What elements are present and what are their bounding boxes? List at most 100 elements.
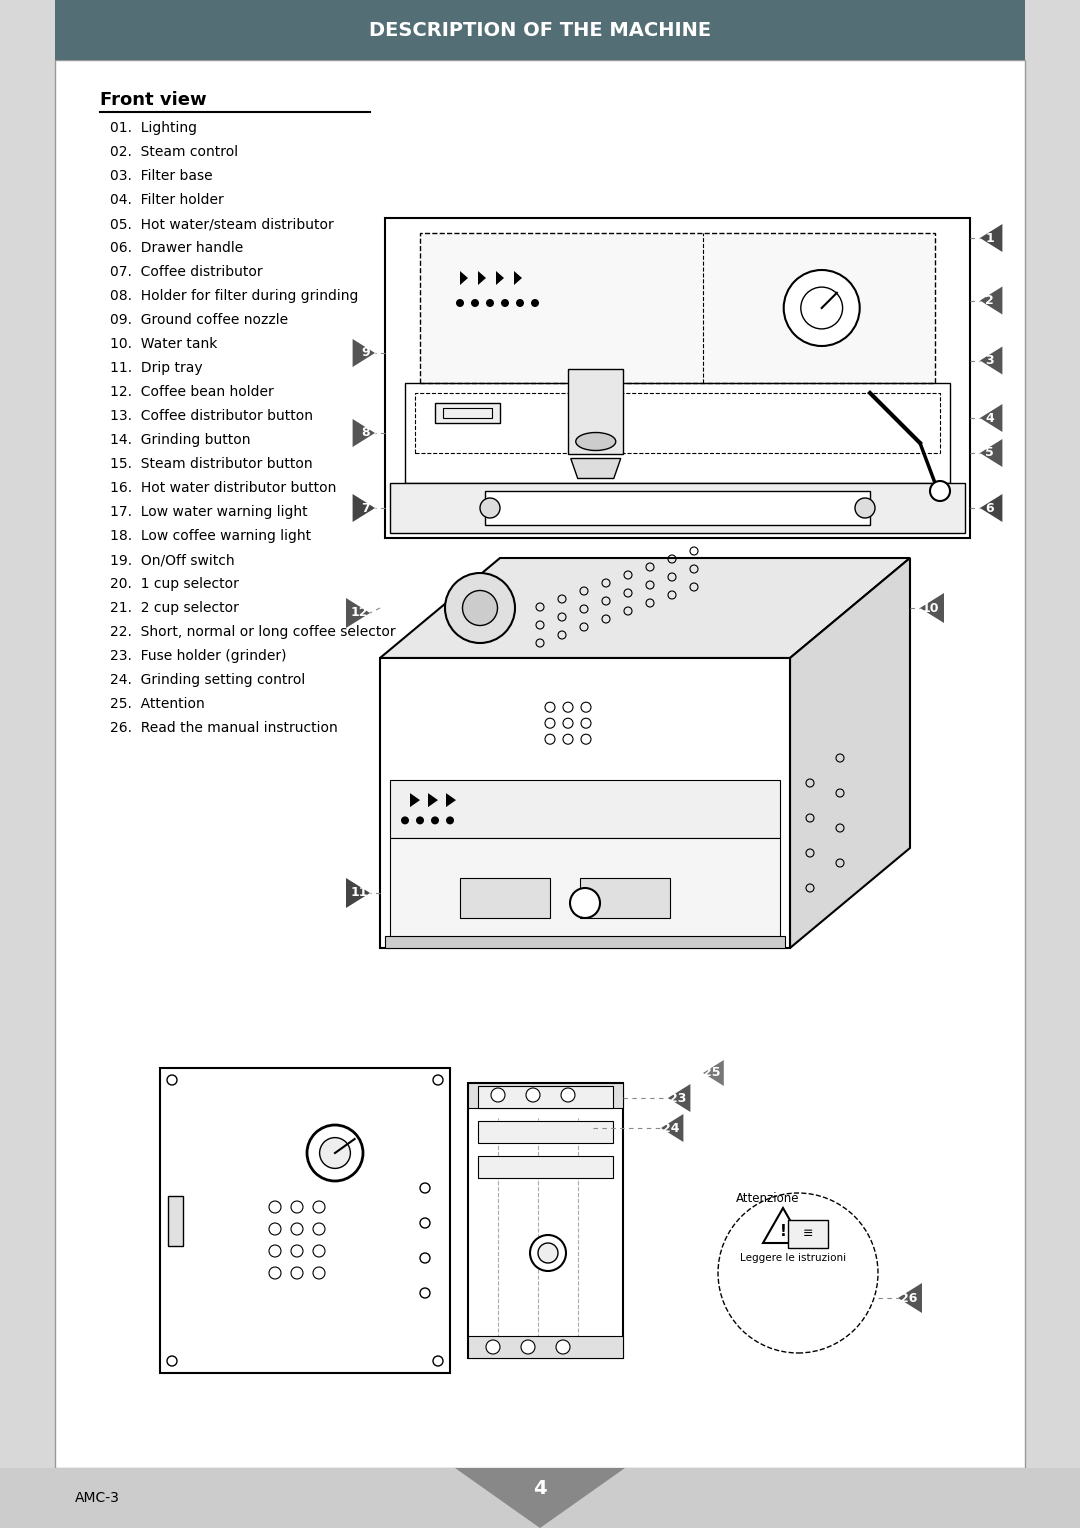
Bar <box>0 1468 1080 1528</box>
Circle shape <box>486 1340 500 1354</box>
Polygon shape <box>352 419 375 448</box>
Text: 26: 26 <box>900 1291 917 1305</box>
Text: AMC-3: AMC-3 <box>75 1491 120 1505</box>
Polygon shape <box>514 270 522 286</box>
Circle shape <box>446 816 454 825</box>
Circle shape <box>531 299 539 307</box>
Circle shape <box>930 481 950 501</box>
Text: 11: 11 <box>351 886 368 900</box>
Text: 6: 6 <box>985 501 994 515</box>
Circle shape <box>307 1125 363 1181</box>
Bar <box>468 1335 623 1358</box>
Bar <box>788 1219 828 1248</box>
Text: 3: 3 <box>985 354 994 367</box>
Text: !: ! <box>780 1224 786 1239</box>
Circle shape <box>456 299 464 307</box>
Polygon shape <box>428 793 438 807</box>
Ellipse shape <box>576 432 616 451</box>
Text: 18.  Low coffee warning light: 18. Low coffee warning light <box>110 529 311 542</box>
Polygon shape <box>496 270 504 286</box>
Text: 12.  Coffee bean holder: 12. Coffee bean holder <box>110 385 273 399</box>
Bar <box>390 837 780 938</box>
Polygon shape <box>980 287 1002 315</box>
Text: 7: 7 <box>361 501 369 515</box>
Bar <box>55 60 1025 1468</box>
Text: 22.  Short, normal or long coffee selector: 22. Short, normal or long coffee selecto… <box>110 625 395 639</box>
Text: DESCRIPTION OF THE MACHINE: DESCRIPTION OF THE MACHINE <box>369 20 711 40</box>
Text: 14.  Grinding button: 14. Grinding button <box>110 432 251 448</box>
Bar <box>420 232 935 384</box>
Text: 09.  Ground coffee nozzle: 09. Ground coffee nozzle <box>110 313 288 327</box>
Bar <box>380 659 789 947</box>
Polygon shape <box>980 439 1002 468</box>
Text: 25.  Attention: 25. Attention <box>110 697 205 711</box>
Polygon shape <box>980 494 1002 523</box>
Bar <box>384 937 785 947</box>
Text: 5: 5 <box>985 446 995 460</box>
Bar <box>580 879 670 918</box>
Circle shape <box>486 299 494 307</box>
Circle shape <box>167 1076 177 1085</box>
Polygon shape <box>669 1083 690 1112</box>
Text: Attenzione: Attenzione <box>737 1192 800 1204</box>
Circle shape <box>480 498 500 518</box>
Text: 2: 2 <box>985 293 995 307</box>
Bar <box>568 368 623 454</box>
Circle shape <box>538 1242 558 1264</box>
Circle shape <box>433 1355 443 1366</box>
Polygon shape <box>703 1060 724 1086</box>
Polygon shape <box>410 793 420 807</box>
Circle shape <box>431 816 438 825</box>
Text: 05.  Hot water/steam distributor: 05. Hot water/steam distributor <box>110 217 334 231</box>
Text: 07.  Coffee distributor: 07. Coffee distributor <box>110 264 262 280</box>
Text: 11.  Drip tray: 11. Drip tray <box>110 361 203 374</box>
Text: 9: 9 <box>361 347 369 359</box>
Text: Leggere le istruzioni: Leggere le istruzioni <box>740 1253 846 1264</box>
Circle shape <box>521 1340 535 1354</box>
Polygon shape <box>352 494 375 523</box>
Text: 4: 4 <box>534 1479 546 1499</box>
Circle shape <box>501 299 509 307</box>
Text: 19.  On/Off switch: 19. On/Off switch <box>110 553 234 567</box>
Circle shape <box>320 1138 350 1169</box>
Text: 10.  Water tank: 10. Water tank <box>110 338 217 351</box>
Text: 01.  Lighting: 01. Lighting <box>110 121 197 134</box>
Bar <box>478 1086 613 1108</box>
Polygon shape <box>455 1468 625 1528</box>
Text: 23: 23 <box>670 1091 687 1105</box>
Text: 24.  Grinding setting control: 24. Grinding setting control <box>110 672 306 688</box>
Polygon shape <box>980 403 1002 432</box>
Text: ≡: ≡ <box>802 1227 813 1241</box>
Text: 15.  Steam distributor button: 15. Steam distributor button <box>110 457 312 471</box>
Text: 17.  Low water warning light: 17. Low water warning light <box>110 504 308 520</box>
Text: 12: 12 <box>351 607 368 619</box>
Bar <box>420 232 935 384</box>
Polygon shape <box>460 270 468 286</box>
Polygon shape <box>478 270 486 286</box>
Circle shape <box>167 1355 177 1366</box>
Polygon shape <box>380 558 910 659</box>
Text: 03.  Filter base: 03. Filter base <box>110 170 213 183</box>
Circle shape <box>855 498 875 518</box>
Circle shape <box>718 1193 878 1352</box>
Polygon shape <box>897 1284 922 1313</box>
Polygon shape <box>980 225 1002 252</box>
Text: 16.  Hot water distributor button: 16. Hot water distributor button <box>110 481 336 495</box>
Bar <box>390 483 966 533</box>
Circle shape <box>462 590 498 625</box>
Bar <box>55 0 1025 60</box>
Circle shape <box>445 573 515 643</box>
Bar <box>478 1157 613 1178</box>
Circle shape <box>784 270 860 345</box>
Bar <box>405 384 950 483</box>
Circle shape <box>401 816 409 825</box>
Circle shape <box>491 1088 505 1102</box>
Bar <box>443 408 492 419</box>
Bar <box>460 879 550 918</box>
Circle shape <box>516 299 524 307</box>
Text: 4: 4 <box>985 411 995 425</box>
Bar <box>390 779 780 837</box>
Circle shape <box>530 1235 566 1271</box>
Text: 24: 24 <box>662 1122 679 1134</box>
Polygon shape <box>920 593 944 623</box>
